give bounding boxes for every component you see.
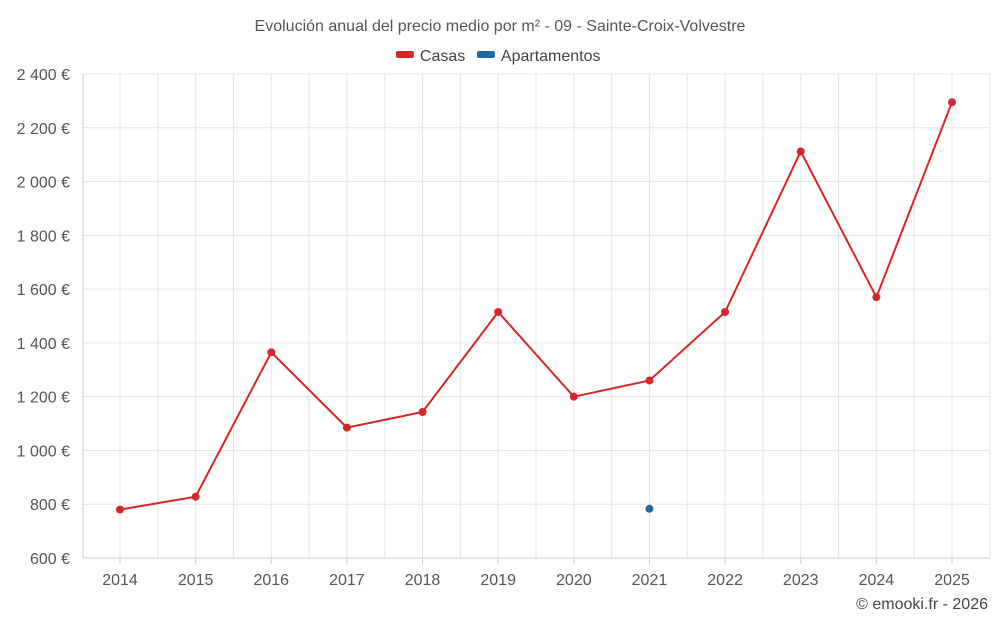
y-tick-label: 1 000 € [17,443,70,460]
legend-item-casas[interactable]: Casas [395,48,465,65]
data-point[interactable] [342,423,351,432]
x-tick-label: 2021 [632,572,668,589]
data-point[interactable] [796,147,805,156]
x-tick-label: 2025 [934,572,970,589]
y-tick-label: 1 600 € [17,282,70,299]
x-tick-label: 2020 [556,572,592,589]
data-point[interactable] [872,293,881,302]
series-layer [116,98,956,514]
y-tick-label: 1 200 € [17,390,70,407]
x-axis: 2014 2015 2016 2017 2018 2019 2020 2021 2022 2023… [102,558,970,589]
legend: Casas Apartamentos [395,48,601,65]
grid [82,73,991,559]
x-tick-label: 2024 [859,572,895,589]
data-point[interactable] [645,504,654,513]
y-tick-label: 2 200 € [17,121,70,138]
x-tick-label: 2016 [253,572,289,589]
series-casas [116,98,956,514]
data-point[interactable] [191,492,200,501]
y-tick-label: 800 € [30,497,70,514]
x-tick-label: 2023 [783,572,819,589]
data-point[interactable] [948,98,956,107]
x-tick-label: 2017 [329,572,365,589]
legend-swatch [476,51,495,58]
y-tick-label: 600 € [30,551,70,568]
data-point[interactable] [267,348,276,357]
x-tick-label: 2014 [102,572,138,589]
series-line [119,101,953,511]
y-tick-label: 2 000 € [17,175,70,192]
data-point[interactable] [418,407,427,416]
legend-swatch [395,51,414,58]
x-tick-label: 2022 [707,572,743,589]
data-point[interactable] [494,307,503,316]
data-point[interactable] [645,376,654,385]
y-tick-label: 1 800 € [17,228,70,245]
legend-label: Casas [420,48,465,65]
data-point[interactable] [569,392,578,401]
x-tick-label: 2018 [405,572,441,589]
y-axis: 600 € 800 € 1 000 € 1 200 € 1 400 € 1 600 € 1 … [17,67,70,568]
y-tick-label: 2 400 € [17,67,70,84]
legend-item-apartamentos[interactable]: Apartamentos [476,48,601,65]
series-apartamentos [645,504,654,513]
credit: © emooki.fr - 2026 [856,596,988,613]
x-tick-label: 2015 [178,572,214,589]
y-tick-label: 1 400 € [17,336,70,353]
legend-label: Apartamentos [501,48,601,65]
data-point[interactable] [721,307,730,316]
x-tick-label: 2019 [480,572,516,589]
data-point[interactable] [116,505,124,514]
chart-title: Evolución anual del precio medio por m² … [255,18,746,35]
